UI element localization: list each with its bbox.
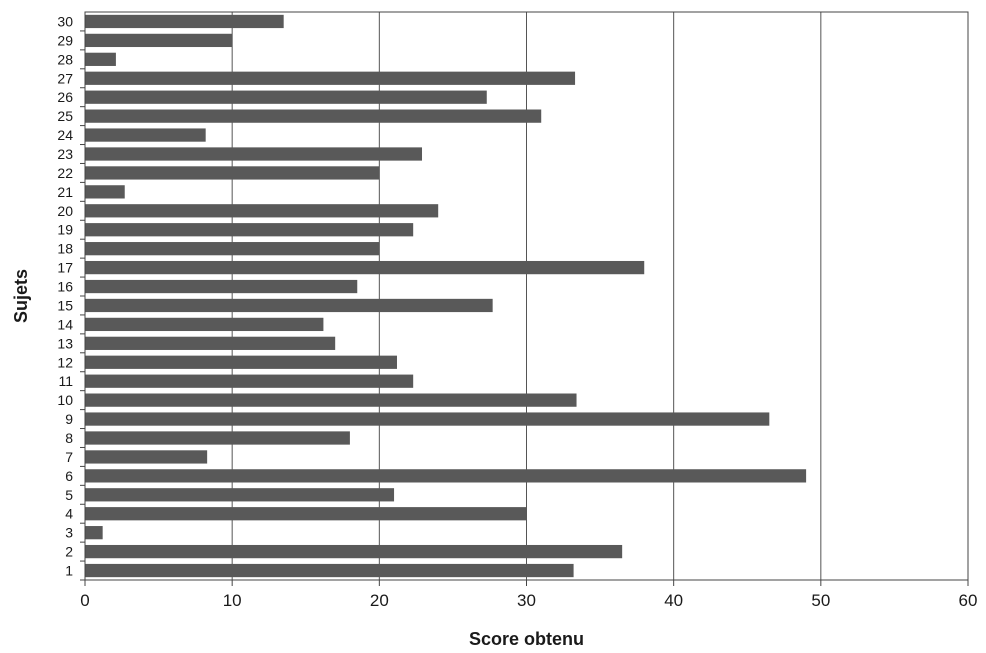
bar-sujet-14 bbox=[85, 317, 324, 332]
bar-sujet-22 bbox=[85, 166, 380, 180]
y-tick-label-13: 13 bbox=[57, 335, 73, 351]
x-tick-label-0: 0 bbox=[80, 591, 89, 610]
bar-sujet-7 bbox=[85, 450, 208, 464]
bar-sujet-25 bbox=[85, 109, 542, 123]
y-tick-label-24: 24 bbox=[57, 127, 73, 143]
bar-sujet-8 bbox=[85, 431, 350, 445]
bar-sujet-12 bbox=[85, 355, 397, 369]
y-tick-label-30: 30 bbox=[57, 13, 73, 29]
x-axis-ticks: 0 10 20 30 40 50 60 bbox=[80, 580, 977, 610]
y-tick-label-11: 11 bbox=[58, 373, 73, 389]
bar-sujet-29 bbox=[85, 33, 233, 48]
y-tick-label-12: 12 bbox=[57, 354, 73, 370]
bar-sujet-9 bbox=[85, 412, 770, 426]
bar-sujet-2 bbox=[85, 544, 623, 559]
bar-sujet-5 bbox=[85, 488, 395, 502]
bar-sujet-21 bbox=[85, 185, 125, 199]
y-tick-label-21: 21 bbox=[57, 184, 73, 200]
y-tick-label-28: 28 bbox=[57, 51, 73, 67]
bar-sujet-28 bbox=[85, 52, 116, 66]
y-axis-ticks: 1234567891011121314151617181920212223242… bbox=[57, 13, 85, 581]
y-tick-label-3: 3 bbox=[65, 525, 73, 541]
y-tick-label-18: 18 bbox=[57, 241, 73, 257]
bar-sujet-10 bbox=[85, 393, 577, 407]
bar-sujet-3 bbox=[85, 526, 103, 540]
x-tick-label-50: 50 bbox=[811, 591, 830, 610]
bar-sujet-15 bbox=[85, 298, 493, 313]
y-tick-label-7: 7 bbox=[65, 449, 73, 465]
y-tick-label-17: 17 bbox=[57, 260, 73, 276]
y-tick-label-22: 22 bbox=[57, 165, 73, 181]
bar-sujet-16 bbox=[85, 279, 358, 294]
bar-sujet-4 bbox=[85, 507, 527, 521]
bar-sujet-6 bbox=[85, 469, 807, 483]
y-tick-label-2: 2 bbox=[65, 544, 73, 560]
y-tick-label-4: 4 bbox=[65, 506, 73, 522]
bar-sujet-17 bbox=[85, 260, 645, 275]
bar-sujet-30 bbox=[85, 14, 284, 29]
y-tick-label-27: 27 bbox=[57, 70, 73, 86]
y-tick-label-8: 8 bbox=[65, 430, 73, 446]
bar-sujet-11 bbox=[85, 374, 414, 388]
bar-sujet-1 bbox=[85, 563, 574, 578]
bar-sujet-18 bbox=[85, 242, 380, 256]
bar-sujet-20 bbox=[85, 204, 439, 218]
bar-sujet-19 bbox=[85, 223, 414, 237]
x-tick-label-30: 30 bbox=[517, 591, 536, 610]
y-tick-label-14: 14 bbox=[57, 316, 73, 332]
y-tick-label-5: 5 bbox=[65, 487, 73, 503]
y-tick-label-16: 16 bbox=[57, 279, 73, 295]
y-tick-label-6: 6 bbox=[65, 468, 73, 484]
y-tick-label-19: 19 bbox=[57, 222, 73, 238]
y-tick-label-1: 1 bbox=[65, 563, 73, 579]
y-tick-label-10: 10 bbox=[57, 392, 73, 408]
y-tick-label-9: 9 bbox=[65, 411, 73, 427]
bar-sujet-24 bbox=[85, 128, 206, 142]
y-tick-label-20: 20 bbox=[57, 203, 73, 219]
x-tick-label-60: 60 bbox=[959, 591, 978, 610]
grid-lines bbox=[231, 12, 822, 580]
y-axis-title: Sujets bbox=[11, 269, 31, 323]
x-axis-title: Score obtenu bbox=[469, 629, 584, 649]
x-tick-label-10: 10 bbox=[223, 591, 242, 610]
y-tick-label-25: 25 bbox=[57, 108, 73, 124]
y-tick-label-23: 23 bbox=[57, 146, 73, 162]
x-tick-label-20: 20 bbox=[370, 591, 389, 610]
y-tick-label-15: 15 bbox=[57, 297, 73, 313]
bars bbox=[85, 14, 807, 578]
y-tick-label-29: 29 bbox=[57, 32, 73, 48]
bar-sujet-27 bbox=[85, 71, 576, 85]
bar-sujet-13 bbox=[85, 336, 336, 350]
bar-sujet-23 bbox=[85, 147, 423, 161]
x-tick-label-40: 40 bbox=[664, 591, 683, 610]
y-tick-label-26: 26 bbox=[57, 89, 73, 105]
bar-sujet-26 bbox=[85, 90, 487, 104]
